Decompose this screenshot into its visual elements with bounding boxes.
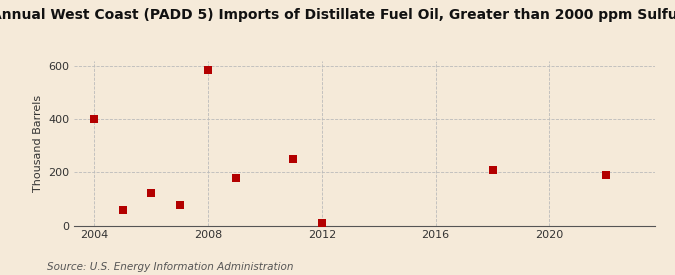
- Y-axis label: Thousand Barrels: Thousand Barrels: [32, 94, 43, 192]
- Point: [487, 168, 498, 172]
- Point: [146, 191, 157, 195]
- Point: [317, 221, 327, 225]
- Text: Source: U.S. Energy Information Administration: Source: U.S. Energy Information Administ…: [47, 262, 294, 272]
- Point: [174, 203, 185, 207]
- Point: [89, 117, 100, 121]
- Point: [231, 175, 242, 180]
- Point: [202, 68, 213, 72]
- Text: Annual West Coast (PADD 5) Imports of Distillate Fuel Oil, Greater than 2000 ppm: Annual West Coast (PADD 5) Imports of Di…: [0, 8, 675, 22]
- Point: [601, 173, 612, 177]
- Point: [117, 208, 128, 212]
- Point: [288, 157, 299, 161]
